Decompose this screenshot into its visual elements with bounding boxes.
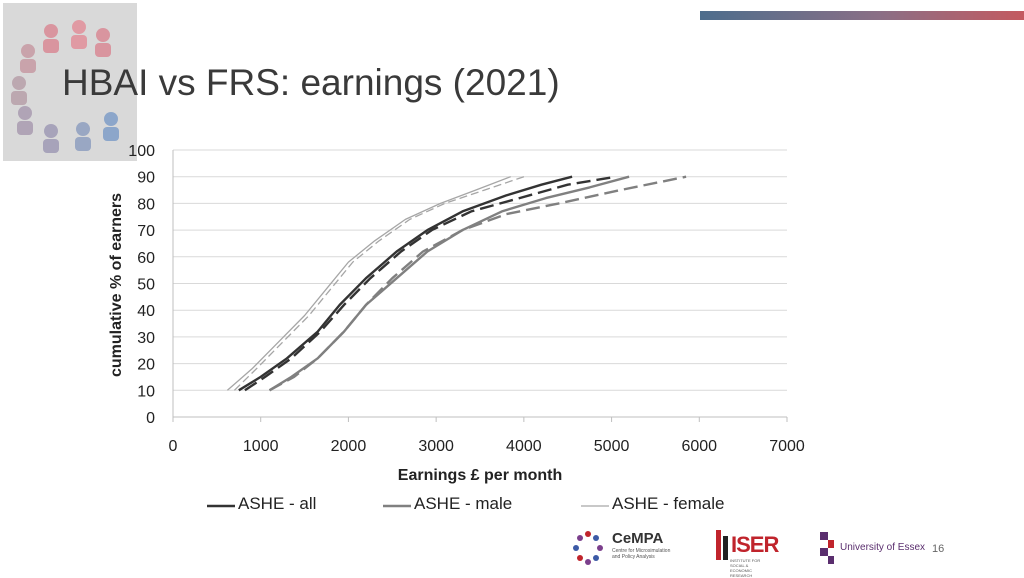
series-line-3-dashed (268, 175, 687, 392)
legend-swatch-female (581, 505, 609, 507)
y-tick-label: 20 (137, 357, 155, 374)
legend-label-all: ASHE - all (238, 494, 317, 513)
grid-lines (172, 149, 788, 422)
essex-name: University of Essex (840, 542, 926, 553)
iser-name: ISER (731, 532, 779, 557)
y-tick-label: 90 (137, 170, 155, 187)
series-lines (226, 175, 687, 392)
x-axis-label: Earnings £ per month (398, 467, 562, 484)
y-tick-label: 70 (137, 223, 155, 240)
x-tick-label: 7000 (769, 438, 805, 455)
iser-mark-icon (716, 530, 728, 560)
series-line-5-dashed (233, 176, 525, 391)
earnings-cumulative-chart: 0 10 20 30 40 50 60 70 80 90 100 0 1000 2000 3000 4000… (108, 143, 805, 484)
x-tick-label: 5000 (594, 438, 630, 455)
x-tick-labels: 0 1000 2000 3000 4000 5000 6000 7000 (169, 438, 805, 455)
series-line-4-solid (226, 176, 511, 391)
x-tick-label: 3000 (418, 438, 454, 455)
cempa-dots-icon (573, 531, 603, 565)
cempa-subtitle: Centre for Microsimulation and Policy An… (612, 548, 671, 560)
legend-label-female: ASHE - female (612, 494, 725, 513)
y-tick-label: 60 (137, 250, 155, 267)
y-tick-label: 40 (137, 303, 155, 320)
legend-label-male: ASHE - male (414, 494, 513, 513)
y-tick-label: 10 (137, 383, 155, 400)
legend-swatch-all (207, 504, 235, 508)
x-tick-label: 2000 (331, 438, 367, 455)
people-circle-icon (11, 20, 119, 153)
people-circle-logo (3, 3, 137, 161)
y-tick-labels: 0 10 20 30 40 50 60 70 80 90 100 (128, 143, 155, 427)
slide-title: HBAI vs FRS: earnings (2021) (62, 62, 560, 103)
essex-logo: University of Essex (818, 528, 928, 568)
x-tick-label: 0 (169, 438, 178, 455)
x-tick-label: 6000 (681, 438, 717, 455)
cempa-name: CeMPA (612, 530, 664, 547)
series-line-1-dashed (244, 175, 617, 392)
y-axis-label: cumulative % of earners (108, 193, 125, 377)
cempa-logo: CeMPA Centre for Microsimulation and Pol… (568, 528, 678, 568)
y-tick-label: 50 (137, 277, 155, 294)
y-tick-label: 80 (137, 196, 155, 213)
page-number: 16 (932, 543, 945, 555)
iser-subtitle: INSTITUTE FOR SOCIAL & ECONOMIC RESEARCH (730, 558, 761, 578)
series-line-0-solid (238, 175, 573, 392)
y-tick-label: 0 (146, 410, 155, 427)
essex-mark-icon (820, 532, 834, 564)
y-tick-label: 30 (137, 330, 155, 347)
iser-logo: ISER INSTITUTE FOR SOCIAL & ECONOMIC RES… (714, 528, 784, 578)
x-tick-label: 1000 (243, 438, 279, 455)
top-accent-bar (700, 11, 1024, 20)
y-tick-label: 100 (128, 143, 155, 160)
legend-swatch-male (383, 504, 411, 508)
x-tick-label: 4000 (506, 438, 542, 455)
